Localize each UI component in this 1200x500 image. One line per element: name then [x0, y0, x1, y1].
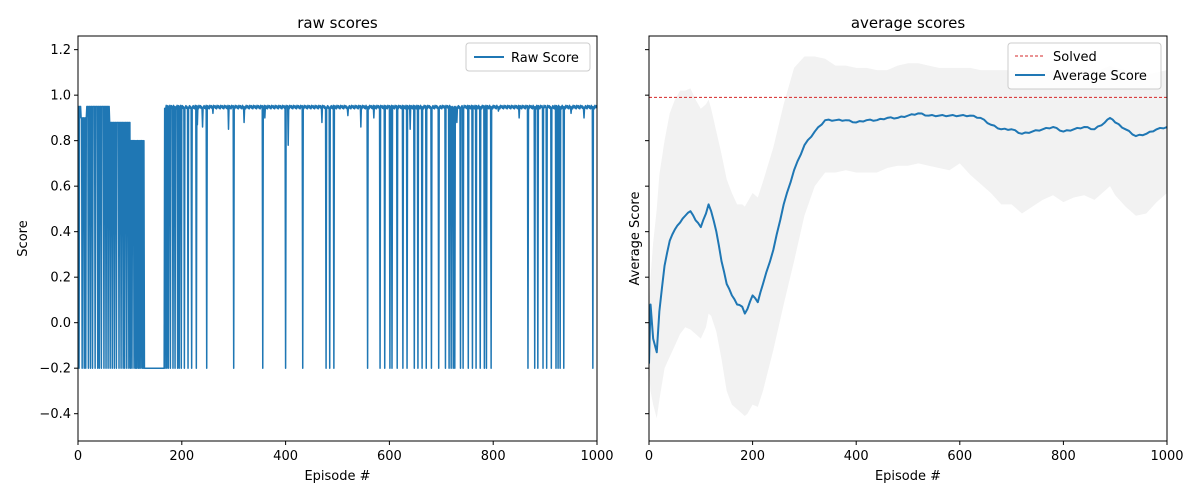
- raw-scores-legend-box: [465, 42, 591, 72]
- legend-label-raw-score: Raw Score: [511, 51, 579, 66]
- x-tick-label: 0: [645, 449, 653, 464]
- average-scores-y-label: Average Score: [628, 192, 643, 286]
- y-tick-label: 0.6: [50, 180, 71, 195]
- x-tick-label: 400: [844, 449, 869, 464]
- raw-scores-y-ticks: −0.4 −0.2 0.0 0.2 0.4 0.6 0.8 1.0 1.2: [39, 43, 78, 422]
- raw-score-series: [78, 104, 597, 369]
- raw-scores-y-label: Score: [16, 220, 31, 256]
- y-tick-label: 1.2: [50, 43, 71, 58]
- y-tick-label: 0.2: [50, 271, 71, 286]
- y-tick-label: −0.2: [39, 362, 71, 377]
- x-tick-label: 1000: [1150, 449, 1183, 464]
- legend-label-solved: Solved: [1053, 50, 1097, 65]
- average-score-std-band: [649, 56, 1167, 419]
- x-tick-label: 600: [947, 449, 972, 464]
- average-scores-legend-box: [1007, 42, 1162, 90]
- raw-scores-legend: Raw Score: [465, 42, 591, 72]
- y-tick-label: 0.4: [50, 225, 71, 240]
- average-score-line: [649, 112, 1167, 364]
- x-tick-label: 1000: [580, 449, 613, 464]
- average-scores-title: average scores: [851, 14, 965, 32]
- average-score-series: [649, 112, 1167, 364]
- raw-scores-panel: raw scores 0 200 400 600 800 1000 −0.4 −0.2 0.0…: [16, 14, 614, 484]
- x-tick-label: 400: [273, 449, 298, 464]
- x-tick-label: 0: [74, 449, 82, 464]
- average-scores-x-ticks: 0 200 400 600 800 1000: [645, 441, 1184, 464]
- x-tick-label: 800: [481, 449, 506, 464]
- std-band-area: [649, 56, 1167, 419]
- average-scores-panel: average scores 0 200 400 600 800 1000 Episode…: [628, 14, 1184, 484]
- average-scores-x-label: Episode #: [875, 469, 941, 484]
- raw-scores-axes-frame: [77, 35, 598, 442]
- y-tick-label: 0.8: [50, 134, 71, 149]
- y-tick-label: 0.0: [50, 316, 71, 331]
- average-scores-axes-frame: [648, 35, 1168, 442]
- average-scores-y-ticks: [645, 49, 649, 415]
- raw-score-line: [78, 104, 597, 369]
- y-tick-label: 1.0: [50, 89, 71, 104]
- raw-scores-x-label: Episode #: [304, 469, 370, 484]
- y-tick-label: −0.4: [39, 407, 71, 422]
- x-tick-label: 800: [1051, 449, 1076, 464]
- x-tick-label: 600: [377, 449, 402, 464]
- x-tick-label: 200: [740, 449, 765, 464]
- raw-scores-title: raw scores: [297, 14, 378, 32]
- x-tick-label: 200: [169, 449, 194, 464]
- average-scores-legend: Solved Average Score: [1007, 42, 1162, 90]
- legend-label-average-score: Average Score: [1053, 69, 1147, 84]
- raw-scores-x-ticks: 0 200 400 600 800 1000: [74, 441, 614, 464]
